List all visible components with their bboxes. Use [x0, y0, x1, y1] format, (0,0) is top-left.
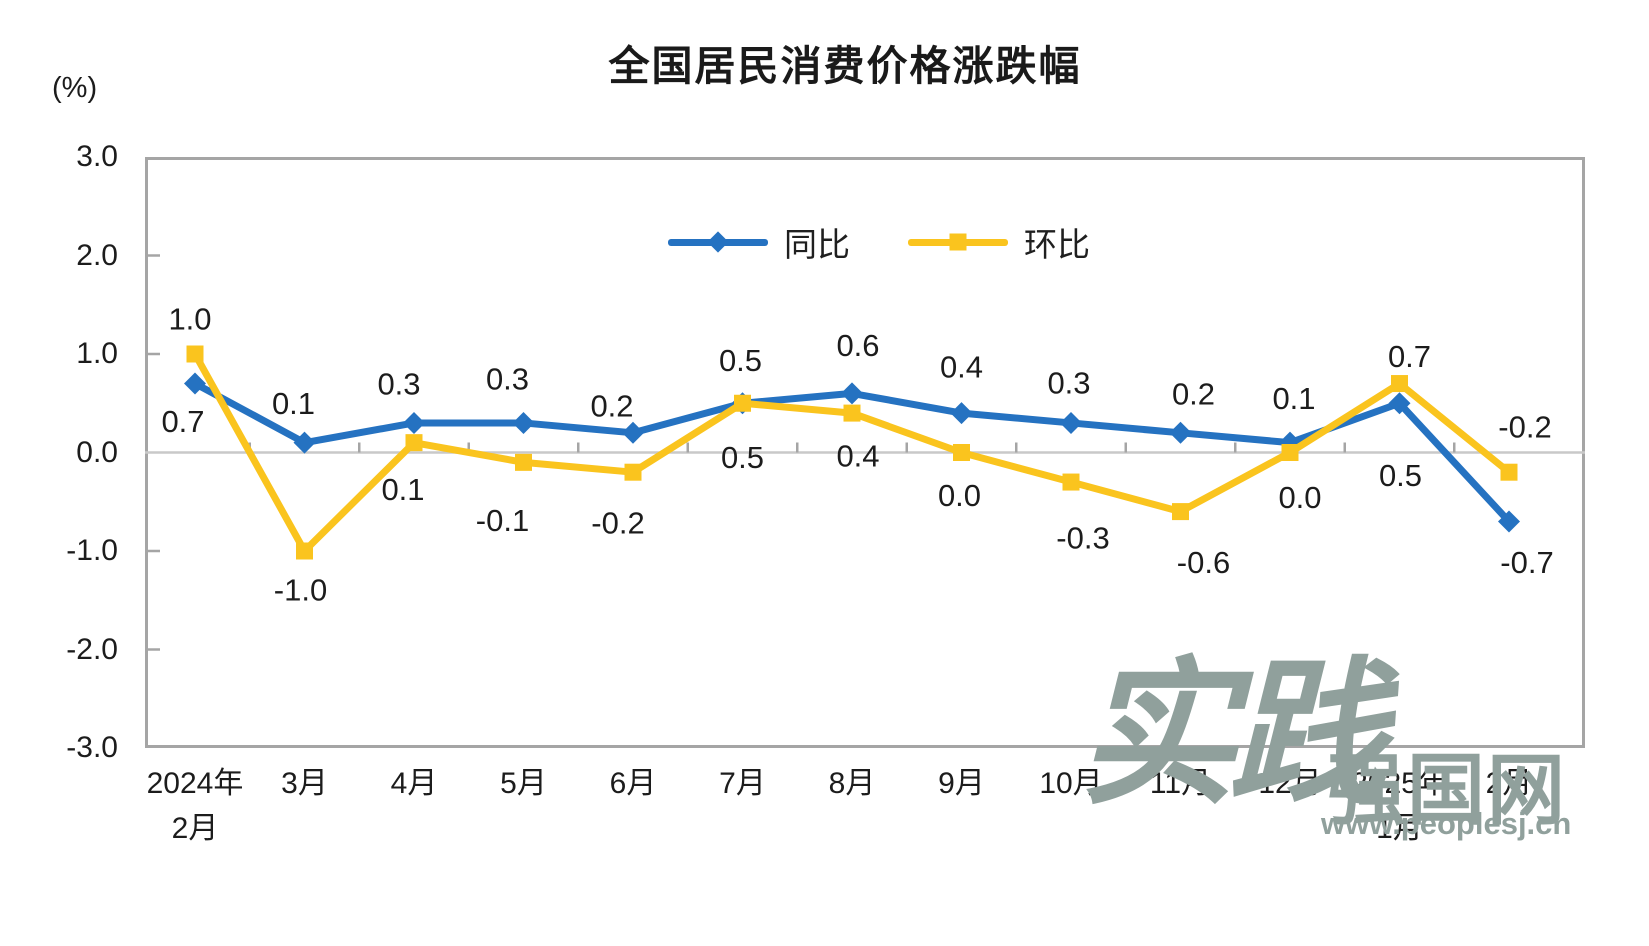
data-point-marker — [403, 411, 425, 434]
data-label: 0.0 — [938, 478, 981, 513]
chart-legend: 同比 环比 — [668, 218, 1090, 266]
y-axis-label: 3.0 — [76, 140, 118, 173]
data-label: -0.6 — [1177, 545, 1230, 580]
data-label: 1.0 — [168, 302, 211, 337]
data-point-marker — [1388, 392, 1411, 415]
data-point-marker — [624, 463, 642, 481]
data-point-marker — [512, 411, 535, 434]
x-axis-label: 12月 — [1258, 767, 1322, 800]
y-axis-unit-label: (%) — [52, 72, 98, 104]
data-point-marker — [1172, 503, 1189, 521]
data-label: 0.3 — [1047, 365, 1090, 400]
x-axis-label: 2025年 — [1351, 767, 1448, 800]
x-axis-label: 8月 — [828, 767, 876, 800]
data-label: -0.3 — [1056, 521, 1109, 556]
x-axis-label: 6月 — [609, 767, 657, 800]
data-point-marker — [622, 421, 644, 444]
legend-item-yoy: 同比 — [668, 218, 850, 266]
x-axis-label: 5月 — [500, 767, 547, 800]
x-axis-label: 2024年 — [146, 767, 244, 800]
data-label: 0.1 — [381, 472, 424, 507]
watermark-brand: 强国网 — [1327, 746, 1568, 834]
mom-line-swatch — [908, 233, 1008, 251]
data-label: 0.5 — [1379, 458, 1422, 493]
x-axis-label: 2月 — [171, 812, 219, 845]
data-label: -0.1 — [476, 503, 529, 538]
data-label: -0.2 — [591, 506, 644, 541]
y-axis-label: 2.0 — [76, 238, 118, 272]
data-label: 0.3 — [486, 361, 529, 396]
data-point-marker — [293, 431, 316, 454]
data-point-marker — [1060, 411, 1082, 434]
legend-item-mom: 环比 — [908, 218, 1090, 266]
legend-label-yoy: 同比 — [784, 226, 850, 263]
x-axis-label: 4月 — [390, 767, 438, 800]
legend-label-mom: 环比 — [1024, 226, 1090, 263]
data-point-marker — [1500, 463, 1518, 481]
data-point-marker — [1062, 473, 1080, 491]
data-point-marker — [296, 542, 313, 560]
y-axis-label: 0.0 — [76, 435, 118, 469]
x-axis-label: 9月 — [938, 767, 985, 800]
data-label: 0.5 — [719, 343, 762, 378]
chart-title: 全国居民消费价格涨跌幅 — [608, 43, 1082, 89]
data-point-marker — [1169, 421, 1192, 444]
x-axis-label: 1月 — [1376, 812, 1423, 845]
y-axis-label: -3.0 — [66, 731, 118, 764]
data-label: 0.1 — [1272, 381, 1315, 416]
data-point-marker — [1391, 375, 1408, 393]
data-point-marker — [841, 382, 863, 405]
diamond-marker-icon — [707, 231, 729, 253]
square-marker-icon — [949, 233, 967, 251]
x-axis-label: 2月 — [1485, 767, 1533, 800]
data-point-marker — [405, 434, 423, 452]
data-point-marker — [515, 453, 532, 471]
x-axis-label: 7月 — [719, 767, 766, 800]
data-label: 0.3 — [377, 366, 420, 401]
watermark-calligraphy: 实践 — [1078, 642, 1386, 827]
data-label: -0.7 — [1500, 545, 1553, 580]
data-label: 0.0 — [1278, 480, 1321, 515]
y-axis-label: -1.0 — [66, 534, 118, 567]
data-point-marker — [734, 394, 751, 412]
data-label: 0.4 — [940, 350, 983, 385]
data-point-marker — [843, 404, 861, 422]
data-point-marker — [950, 402, 973, 425]
data-label: -1.0 — [274, 573, 327, 608]
data-label: 0.6 — [836, 328, 879, 363]
data-point-marker — [1498, 510, 1520, 533]
data-point-marker — [1281, 444, 1299, 461]
data-label: 0.4 — [836, 439, 879, 474]
data-point-marker — [184, 372, 206, 395]
data-label: 0.1 — [272, 386, 315, 421]
data-label: 0.2 — [1172, 376, 1215, 411]
x-axis-label: 10月 — [1039, 767, 1103, 800]
data-point-marker — [953, 444, 970, 461]
x-axis-label: 3月 — [281, 767, 328, 800]
data-label: 0.7 — [161, 404, 204, 439]
watermark-url: www.peoplesj.cn — [1321, 806, 1572, 841]
x-axis-label: 11月 — [1149, 767, 1212, 800]
y-axis-label: -2.0 — [66, 632, 118, 666]
yoy-line-swatch — [668, 231, 768, 253]
data-label: 0.2 — [590, 388, 633, 423]
data-point-marker — [186, 345, 204, 363]
chart-plot-area: 0.7 0.1 0.3 0.3 0.2 0.5 0.6 0.4 0.3 0.2 0.1 0.5 -0.7… — [145, 254, 1585, 651]
data-label: 0.5 — [721, 440, 764, 475]
y-axis-label: 1.0 — [76, 337, 118, 370]
data-label: -0.2 — [1498, 410, 1551, 445]
data-label: 0.7 — [1388, 339, 1431, 374]
